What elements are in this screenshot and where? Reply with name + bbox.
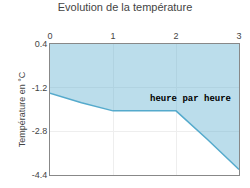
svg-text:0.4: 0.4 (35, 39, 48, 49)
svg-text:1: 1 (110, 31, 115, 41)
svg-text:3: 3 (236, 31, 241, 41)
svg-text:Evolution de la température: Evolution de la température (58, 1, 193, 13)
svg-text:2: 2 (173, 31, 178, 41)
svg-text:-2.8: -2.8 (32, 126, 48, 136)
svg-text:Température en °C: Température en °C (17, 71, 27, 147)
svg-text:0: 0 (47, 31, 52, 41)
svg-text:-4.4: -4.4 (32, 170, 48, 180)
svg-text:-1.2: -1.2 (32, 83, 48, 93)
svg-text:heure par heure: heure par heure (150, 94, 231, 104)
